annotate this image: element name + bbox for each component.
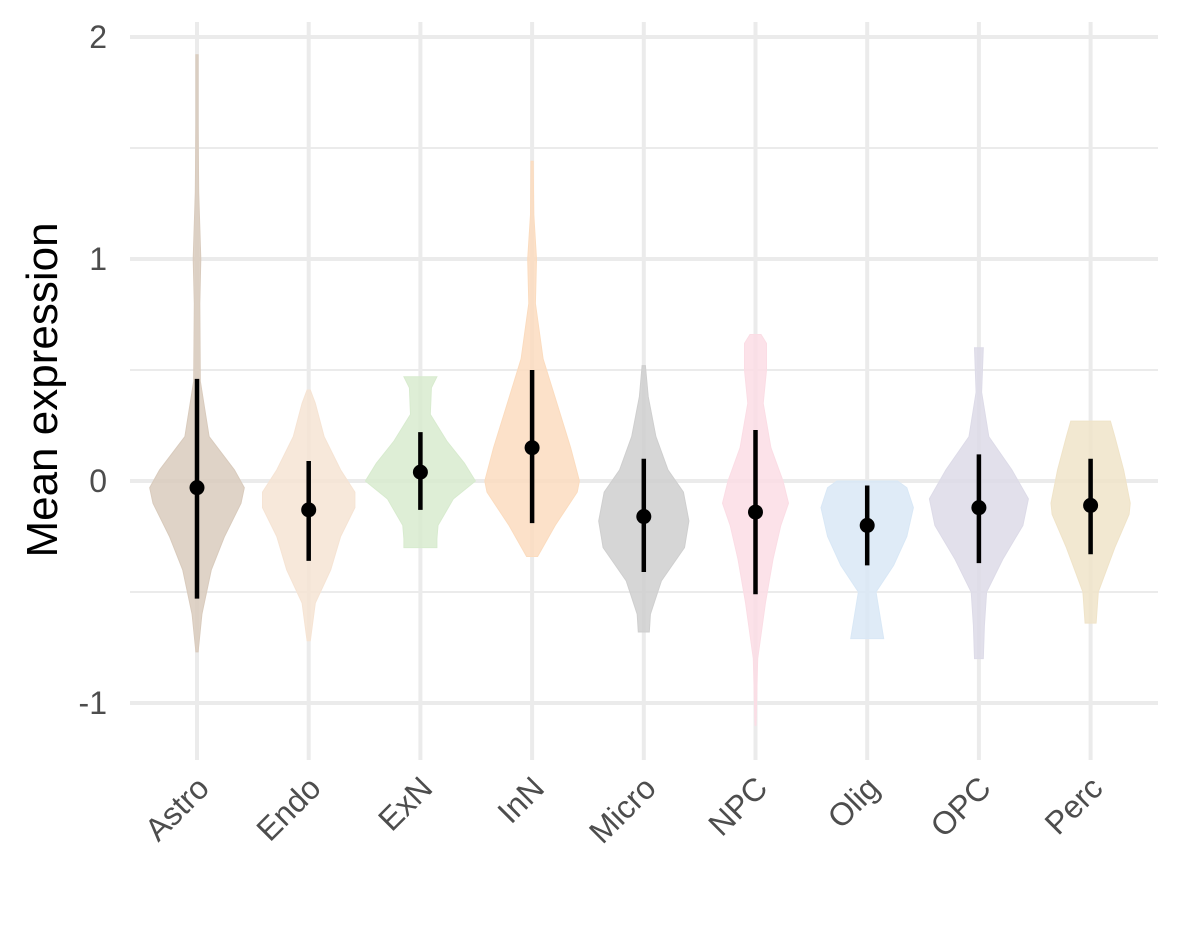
y-tick-label: 2 <box>89 19 107 55</box>
mean-point-endo <box>301 502 317 518</box>
x-tick-label-exn: ExN <box>371 769 439 837</box>
mean-point-opc <box>971 500 987 516</box>
mean-point-exn <box>412 464 428 480</box>
mean-point-astro <box>189 480 205 496</box>
x-axis-tick-labels: Astro Endo ExN InN Micro NPC Olig OPC Perc <box>138 769 1110 850</box>
violins <box>149 54 1131 726</box>
x-tick-label-endo: Endo <box>249 769 327 847</box>
mean-point-inn <box>524 440 540 456</box>
mean-point-micro <box>636 509 652 525</box>
y-tick-label: -1 <box>79 685 107 721</box>
y-tick-label: 1 <box>89 241 107 277</box>
mean-point-olig <box>859 517 875 533</box>
mean-point-npc <box>748 504 763 520</box>
x-tick-label-perc: Perc <box>1038 769 1110 841</box>
y-tick-label: 0 <box>89 463 107 499</box>
y-axis-tick-labels: -1 0 1 2 <box>79 19 107 721</box>
x-tick-label-micro: Micro <box>582 769 663 850</box>
x-tick-label-inn: InN <box>490 769 551 830</box>
mean-points <box>189 440 1099 533</box>
violin-astro <box>149 54 245 653</box>
y-axis-title: Mean expression <box>18 222 67 557</box>
mean-point-perc <box>1083 497 1099 513</box>
x-tick-label-astro: Astro <box>138 769 216 847</box>
x-tick-label-npc: NPC <box>701 769 774 842</box>
x-tick-label-opc: OPC <box>923 769 997 843</box>
x-tick-label-olig: Olig <box>820 769 886 835</box>
violin-inn <box>484 160 580 557</box>
